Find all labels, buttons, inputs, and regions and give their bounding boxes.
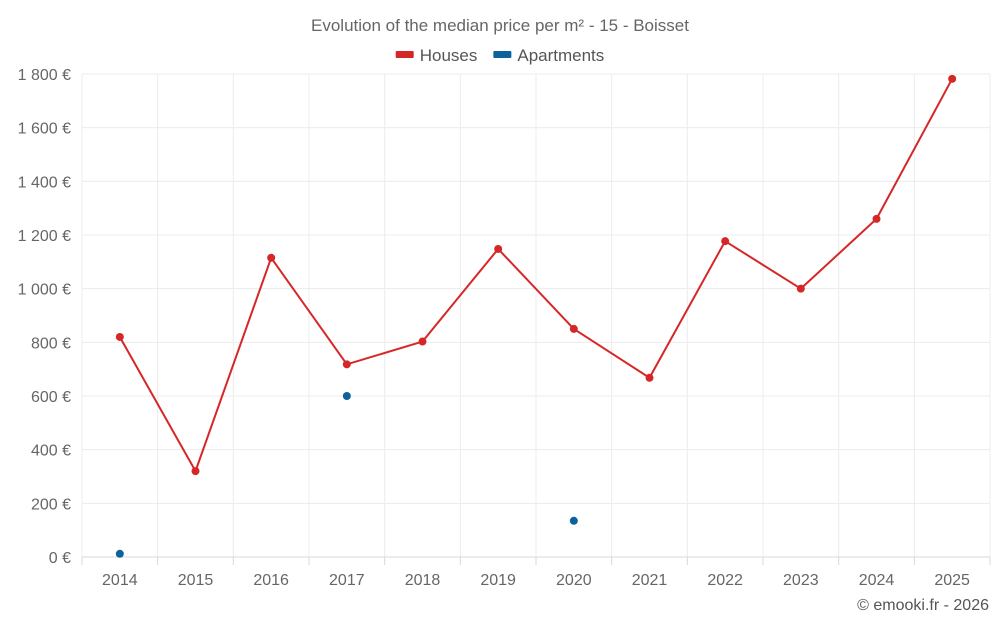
data-point-houses[interactable] — [948, 74, 957, 83]
series-apartments — [115, 392, 578, 558]
y-tick-label: 1 400 € — [18, 174, 71, 191]
y-tick-label: 0 € — [49, 550, 71, 567]
y-tick-label: 1 200 € — [18, 228, 71, 245]
data-point-houses[interactable] — [872, 214, 881, 223]
x-tick-label: 2023 — [783, 572, 819, 589]
legend-swatch — [395, 51, 414, 58]
y-tick-label: 600 € — [31, 389, 71, 406]
y-tick-label: 200 € — [31, 496, 71, 513]
x-tick-label: 2022 — [707, 572, 743, 589]
legend-item-apartments[interactable]: Apartments — [493, 46, 604, 65]
data-point-houses[interactable] — [494, 244, 503, 253]
x-tick-label: 2018 — [405, 572, 441, 589]
y-tick-label: 1 000 € — [18, 282, 71, 299]
data-point-houses[interactable] — [569, 324, 578, 333]
series-layer — [115, 74, 957, 558]
x-tick-label: 2025 — [934, 572, 970, 589]
x-tick-label: 2021 — [632, 572, 668, 589]
data-point-apartments[interactable] — [115, 549, 124, 558]
y-tick-label: 1 600 € — [18, 121, 71, 138]
x-tick-label: 2020 — [556, 572, 592, 589]
x-tick-label: 2024 — [859, 572, 895, 589]
data-point-houses[interactable] — [418, 337, 427, 346]
data-point-houses[interactable] — [115, 332, 124, 341]
x-tick-label: 2015 — [178, 572, 214, 589]
x-axis-ticks: 2014 2015 2016 2017 2018 2019 2020 2021 2022 2023… — [81, 557, 991, 589]
legend-swatch — [493, 51, 512, 58]
credit-text: © emooki.fr - 2026 — [857, 597, 989, 614]
legend-item-houses[interactable]: Houses — [395, 46, 478, 65]
data-point-houses[interactable] — [342, 360, 351, 369]
data-point-houses[interactable] — [721, 237, 730, 246]
data-point-houses[interactable] — [191, 467, 200, 476]
legend-label: Apartments — [517, 46, 604, 65]
data-point-houses[interactable] — [796, 284, 805, 293]
y-tick-label: 1 800 € — [18, 67, 71, 84]
y-tick-label: 400 € — [31, 443, 71, 460]
data-point-apartments[interactable] — [569, 516, 578, 525]
y-tick-label: 800 € — [31, 335, 71, 352]
legend-label: Houses — [420, 46, 478, 65]
x-tick-label: 2017 — [329, 572, 365, 589]
x-gridlines — [81, 74, 991, 557]
x-tick-label: 2014 — [102, 572, 138, 589]
x-tick-label: 2019 — [480, 572, 516, 589]
chart-title: Evolution of the median price per m² - 1… — [311, 16, 689, 35]
data-point-houses[interactable] — [267, 253, 276, 262]
y-axis-ticks: 0 € 200 € 400 € 600 € 800 € 1 000 € 1 200 € 1 4… — [18, 67, 71, 567]
series-houses — [115, 74, 957, 476]
data-point-houses[interactable] — [645, 373, 654, 382]
series-line-houses — [118, 78, 954, 473]
data-point-apartments[interactable] — [342, 392, 351, 400]
x-tick-label: 2016 — [253, 572, 289, 589]
legend: Houses Apartments — [395, 46, 604, 65]
